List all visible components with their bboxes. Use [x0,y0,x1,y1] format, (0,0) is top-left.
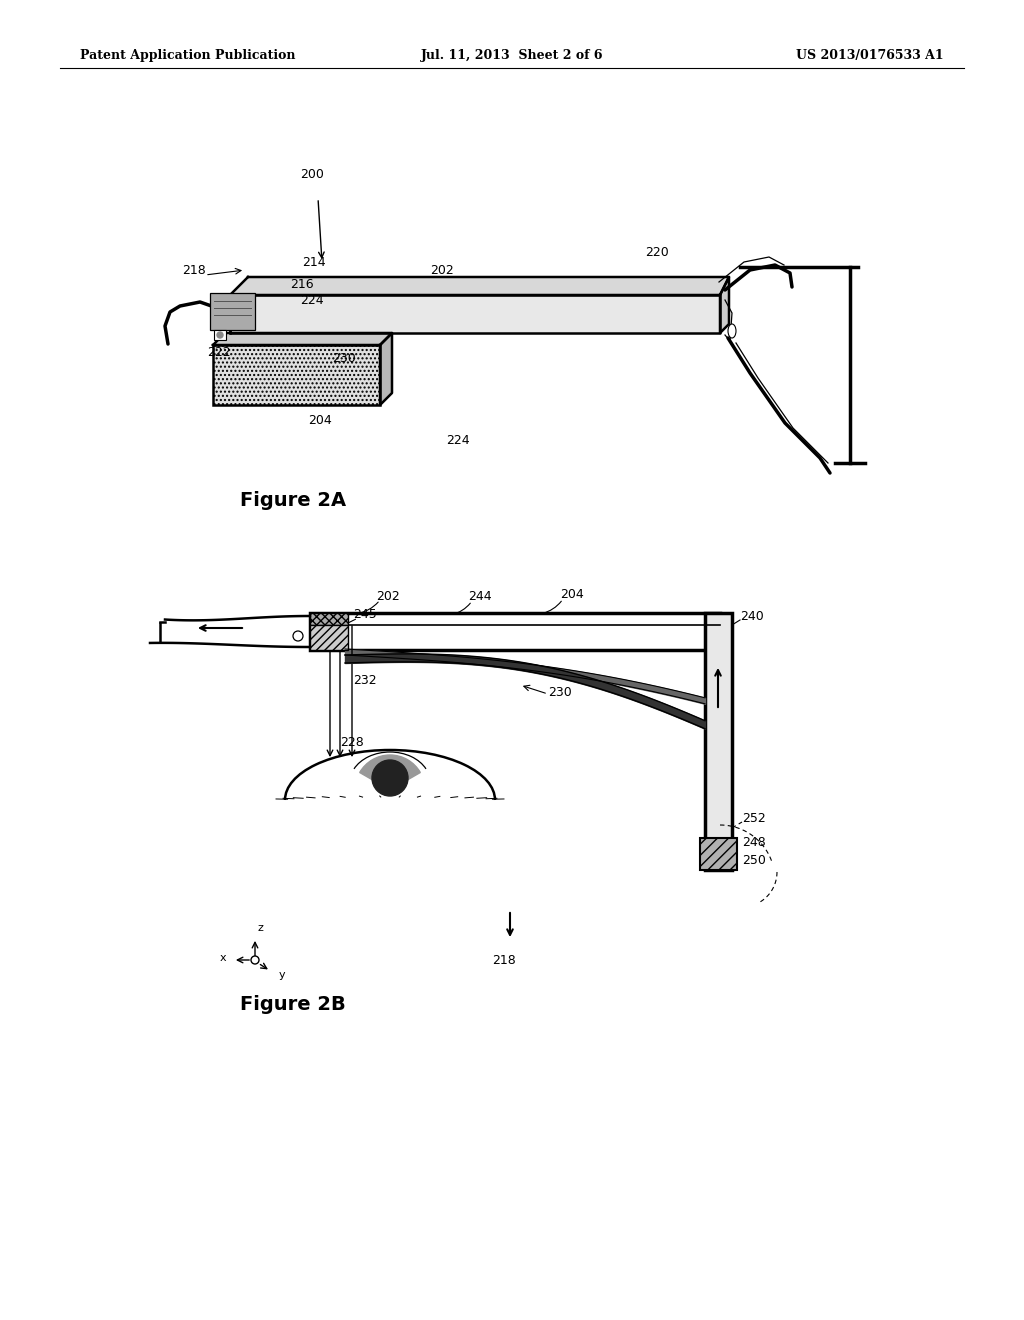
Text: y: y [279,970,285,979]
Bar [213,345,380,405]
Polygon shape [380,333,392,405]
Text: Patent Application Publication: Patent Application Publication [80,49,296,62]
Text: 204: 204 [560,589,584,602]
Text: 224: 224 [446,433,470,446]
Text: 202: 202 [430,264,454,276]
Text: Figure 2A: Figure 2A [240,491,346,510]
Text: x: x [220,953,226,964]
Text: 248: 248 [742,836,766,849]
Text: 220: 220 [645,246,669,259]
Bar [214,330,226,341]
Text: 216: 216 [290,279,313,292]
Text: 230: 230 [332,351,355,364]
Text: 204: 204 [308,413,332,426]
Polygon shape [720,277,729,333]
Bar [310,612,720,649]
Circle shape [251,956,259,964]
Text: Figure 2B: Figure 2B [240,995,346,1015]
Text: 222: 222 [207,346,230,359]
Text: 214: 214 [302,256,326,268]
Text: 245: 245 [353,607,377,620]
Bar [700,838,737,870]
Text: 250: 250 [742,854,766,866]
Text: 218: 218 [182,264,206,276]
Text: 200: 200 [300,169,324,181]
Text: Jul. 11, 2013  Sheet 2 of 6: Jul. 11, 2013 Sheet 2 of 6 [421,49,603,62]
Polygon shape [230,277,729,294]
Ellipse shape [728,323,736,338]
Circle shape [217,333,223,338]
Text: 230: 230 [548,685,571,698]
Text: 224: 224 [300,293,324,306]
Polygon shape [230,294,720,333]
Circle shape [372,760,408,796]
Text: 228: 228 [340,735,364,748]
Circle shape [293,631,303,642]
Polygon shape [213,333,392,345]
Text: US 2013/0176533 A1: US 2013/0176533 A1 [797,49,944,62]
Wedge shape [359,755,420,789]
Bar [310,624,348,649]
Text: z: z [258,923,264,933]
Bar [705,612,732,870]
Text: 244: 244 [468,590,492,603]
Text: 232: 232 [353,673,377,686]
Bar [210,293,255,330]
Text: 202: 202 [376,590,399,602]
Text: 252: 252 [742,812,766,825]
Text: 240: 240 [740,610,764,623]
Text: 218: 218 [492,953,516,966]
Bar [310,612,348,624]
